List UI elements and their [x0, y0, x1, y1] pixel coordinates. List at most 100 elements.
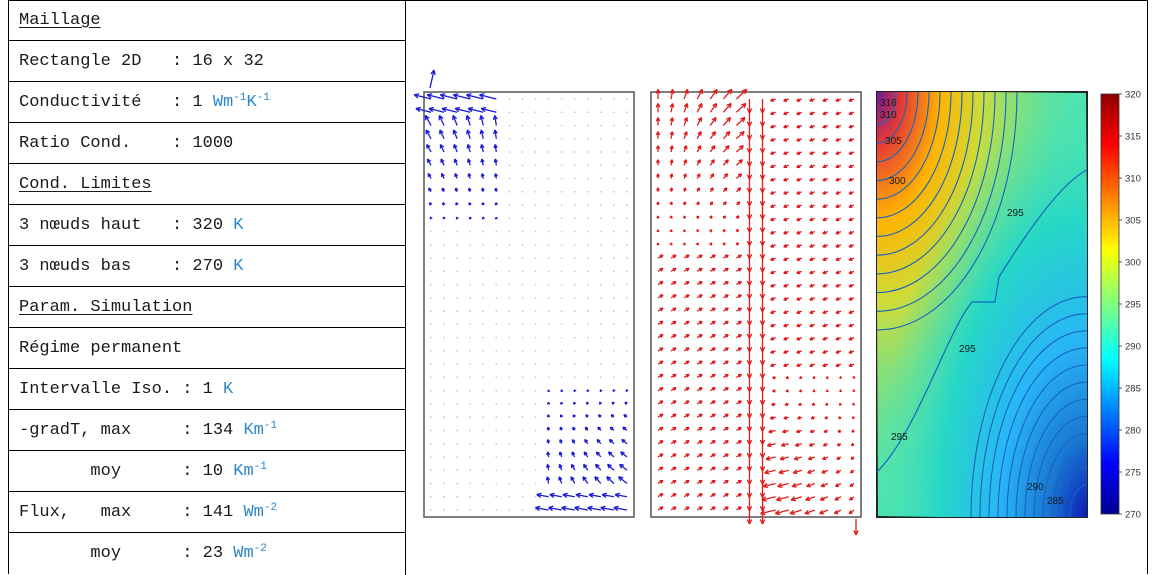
flux-arrow: [657, 333, 664, 339]
gradient-arrow: [613, 217, 615, 220]
flux-arrow: [759, 112, 766, 127]
flux-arrow: [789, 509, 802, 515]
colorbar-tick-label: 320: [1125, 90, 1141, 101]
flux-arrow: [696, 187, 700, 193]
gradient-arrow: [562, 492, 575, 499]
gradient-arrow: [584, 426, 589, 431]
gradient-arrow: [607, 463, 615, 471]
flux-arrow: [809, 151, 816, 155]
flux-arrow: [759, 138, 766, 154]
flux-arrow: [736, 440, 742, 445]
gradient-arrow: [560, 270, 563, 273]
gradient-arrow: [429, 216, 433, 220]
flux-arrow: [809, 257, 816, 261]
gradient-arrow: [456, 270, 459, 273]
flux-arrow: [683, 360, 690, 365]
flux-arrow: [746, 470, 753, 485]
flux-arrow: [825, 375, 829, 379]
flux-arrow: [783, 177, 789, 182]
gradient-arrow: [586, 389, 590, 393]
gradient-arrow: [534, 495, 537, 498]
gradient-arrow: [521, 177, 524, 180]
gradient-arrow: [521, 217, 524, 220]
gradient-arrow: [456, 230, 459, 233]
flux-arrow: [783, 270, 789, 275]
flux-arrow: [709, 131, 717, 140]
flux-arrow: [759, 443, 766, 458]
flux-arrow: [759, 297, 766, 313]
gradient-arrow: [573, 270, 576, 273]
flux-arrow: [783, 111, 789, 116]
flux-arrow: [839, 375, 843, 379]
flux-arrow: [848, 204, 855, 208]
gradient-arrow: [534, 204, 537, 206]
gradient-arrow: [521, 137, 524, 140]
flux-arrow: [735, 102, 747, 113]
flux-arrow: [850, 442, 855, 447]
parameter-value: : 10: [182, 462, 234, 481]
gradient-arrow: [535, 505, 549, 512]
flux-arrow: [736, 333, 742, 339]
flux-arrow: [696, 400, 703, 405]
flux-arrow: [722, 102, 732, 113]
isotherm-cold: [997, 347, 1088, 518]
gradient-arrow: [623, 414, 628, 418]
gradient-arrow: [469, 482, 472, 485]
flux-arrow: [682, 215, 686, 219]
flux-arrow: [746, 403, 753, 419]
gradient-arrow: [508, 456, 511, 458]
flux-arrow: [835, 270, 842, 275]
flux-arrow: [809, 349, 816, 354]
flux-arrow: [848, 310, 855, 315]
flux-arrow: [669, 215, 673, 219]
gradient-arrow: [467, 173, 472, 179]
flux-arrow: [822, 217, 829, 222]
gradient-arrow: [482, 296, 485, 299]
gradient-arrow: [626, 270, 628, 273]
gradient-arrow: [443, 442, 445, 445]
gradient-arrow: [495, 336, 498, 339]
gradient-arrow: [549, 492, 562, 499]
isotherm-cold: [1006, 364, 1088, 518]
flux-arrow: [823, 429, 829, 433]
flux-arrow: [796, 349, 802, 354]
flux-arrow: [746, 112, 753, 127]
flux-arrow: [735, 201, 741, 206]
gradient-arrow: [413, 93, 432, 100]
isotherm-hot: [876, 91, 930, 181]
gradient-arrow: [508, 323, 511, 326]
flux-arrow: [657, 493, 664, 498]
isotherm-295: [876, 169, 1088, 473]
flux-arrow: [736, 347, 742, 352]
flux-arrow: [682, 201, 687, 206]
gradient-arrow: [547, 190, 550, 193]
flux-arrow: [696, 479, 703, 485]
gradient-arrow: [626, 111, 628, 114]
gradient-arrow: [468, 216, 472, 220]
gradient-arrow: [495, 495, 498, 498]
flux-arrow: [783, 257, 789, 261]
gradient-arrow: [594, 476, 602, 484]
gradient-arrow: [560, 204, 563, 206]
flux-arrow: [709, 159, 715, 166]
flux-arrow: [683, 506, 690, 511]
gradient-arrow: [482, 389, 485, 392]
gradient-arrow: [427, 172, 432, 179]
gradient-arrow: [609, 426, 615, 431]
gradient-arrow: [495, 243, 498, 246]
parameter-label: Ratio Cond.: [19, 134, 173, 153]
gradient-arrow: [534, 217, 537, 220]
gradient-arrow: [495, 310, 498, 313]
gradient-arrow: [495, 403, 498, 405]
flux-arrow: [796, 190, 802, 195]
gradient-arrow: [508, 416, 511, 419]
flux-arrow: [796, 111, 802, 116]
flux-arrow: [683, 453, 690, 458]
flux-arrow: [696, 267, 703, 272]
flux-arrow: [735, 145, 744, 153]
gradient-arrow: [599, 98, 602, 100]
gradient-arrow: [521, 482, 524, 485]
flux-arrow: [722, 229, 726, 233]
gradient-arrow: [443, 469, 445, 472]
flux-arrow: [796, 257, 802, 261]
